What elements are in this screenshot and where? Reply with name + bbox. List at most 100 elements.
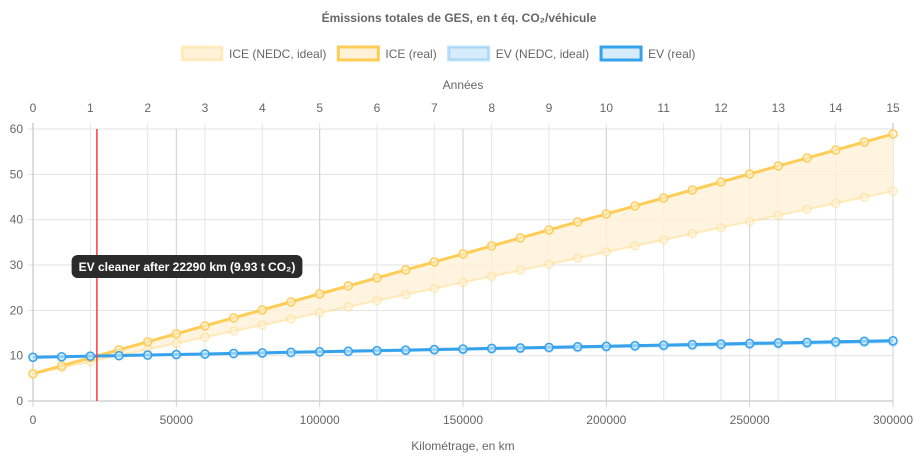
legend-swatch xyxy=(336,45,380,62)
data-point xyxy=(773,161,784,171)
legend-swatch xyxy=(599,45,643,62)
top-tick-label: 4 xyxy=(259,101,266,115)
top-tick-label: 12 xyxy=(714,101,728,115)
annotation: EV cleaner after 22290 km (9.93 t CO₂) xyxy=(71,129,303,401)
data-point xyxy=(458,277,468,288)
data-point xyxy=(200,349,210,359)
x-tick-label: 250000 xyxy=(730,413,770,427)
top-tick-label: 5 xyxy=(316,101,323,115)
legend-label: EV (NEDC, ideal) xyxy=(496,47,589,61)
data-point xyxy=(200,332,210,343)
data-point xyxy=(400,345,411,355)
data-point xyxy=(630,201,640,211)
data-point xyxy=(286,297,296,307)
data-point xyxy=(142,350,153,360)
y-tick-label: 60 xyxy=(10,122,24,136)
data-point xyxy=(429,344,440,355)
data-point xyxy=(572,342,583,352)
data-point xyxy=(830,337,841,347)
top-tick-label: 2 xyxy=(144,101,151,115)
data-point xyxy=(544,225,554,235)
data-point xyxy=(314,289,325,299)
y-tick-label: 10 xyxy=(10,349,24,363)
data-point xyxy=(171,338,182,349)
data-point xyxy=(716,339,726,349)
data-point xyxy=(28,352,38,363)
data-point xyxy=(773,338,784,348)
data-point xyxy=(171,329,182,339)
data-point xyxy=(372,345,382,356)
data-point xyxy=(400,289,411,300)
data-point xyxy=(830,198,841,209)
data-point xyxy=(429,283,440,294)
data-point xyxy=(228,348,239,359)
data-point xyxy=(286,314,296,324)
data-point xyxy=(56,361,67,371)
data-point xyxy=(859,336,870,347)
top-axis-title: Années xyxy=(443,78,484,92)
data-point xyxy=(429,257,440,267)
data-point xyxy=(572,253,583,263)
data-point xyxy=(314,308,325,318)
data-point xyxy=(228,313,239,323)
data-point xyxy=(486,343,497,354)
x-tick-label: 50000 xyxy=(160,413,194,427)
data-point xyxy=(515,343,526,353)
legend-label: ICE (NEDC, ideal) xyxy=(229,47,326,61)
data-point xyxy=(601,341,612,351)
top-tick-label: 3 xyxy=(202,101,209,115)
data-point xyxy=(888,129,898,139)
data-point xyxy=(257,320,268,330)
data-point xyxy=(343,302,354,312)
data-point xyxy=(343,281,354,291)
data-point xyxy=(687,339,698,350)
data-point xyxy=(314,346,325,357)
data-point xyxy=(372,273,382,283)
data-point xyxy=(544,259,554,269)
legend: ICE (NEDC, ideal) ICE (real) EV (NEDC, ide… xyxy=(180,45,695,62)
top-tick-label: 8 xyxy=(488,101,495,115)
data-point xyxy=(257,348,268,358)
top-tick-label: 7 xyxy=(431,101,438,115)
data-point xyxy=(744,338,755,349)
x-tick-label: 0 xyxy=(30,413,37,427)
data-point xyxy=(28,369,38,379)
data-point xyxy=(200,321,210,331)
top-tick-label: 9 xyxy=(546,101,553,115)
data-point xyxy=(400,265,411,275)
x-tick-label: 300000 xyxy=(873,413,913,427)
data-point xyxy=(228,326,239,336)
data-point xyxy=(458,344,468,354)
data-point xyxy=(56,351,67,362)
y-tick-label: 50 xyxy=(10,167,24,181)
data-point xyxy=(601,209,612,219)
data-point xyxy=(343,346,354,356)
y-tick-label: 0 xyxy=(16,394,23,408)
legend-label: ICE (real) xyxy=(385,47,436,61)
top-tick-label: 11 xyxy=(657,101,670,115)
data-point xyxy=(888,186,898,196)
legend-label: EV (real) xyxy=(648,47,695,61)
top-tick-label: 1 xyxy=(87,101,94,115)
data-point xyxy=(802,337,812,348)
data-point xyxy=(286,347,296,358)
legend-swatch xyxy=(180,45,224,62)
annotation-label: EV cleaner after 22290 km (9.93 t CO₂) xyxy=(79,260,296,274)
data-point xyxy=(515,265,526,276)
data-point xyxy=(257,305,268,315)
data-point xyxy=(802,153,812,163)
x-tick-label: 150000 xyxy=(443,413,483,427)
chart-title: Émissions totales de GES, en t éq. CO₂/v… xyxy=(322,10,597,25)
data-point xyxy=(687,229,698,239)
data-point xyxy=(802,204,812,215)
data-point xyxy=(744,216,755,227)
data-point xyxy=(773,210,784,221)
data-point xyxy=(630,340,640,351)
y-tick-label: 40 xyxy=(10,213,24,227)
x-axis-title: Kilométrage, en km xyxy=(411,439,514,453)
y-tick-label: 30 xyxy=(10,258,24,272)
data-point xyxy=(888,335,898,346)
data-point xyxy=(630,241,640,251)
data-point xyxy=(572,217,583,227)
